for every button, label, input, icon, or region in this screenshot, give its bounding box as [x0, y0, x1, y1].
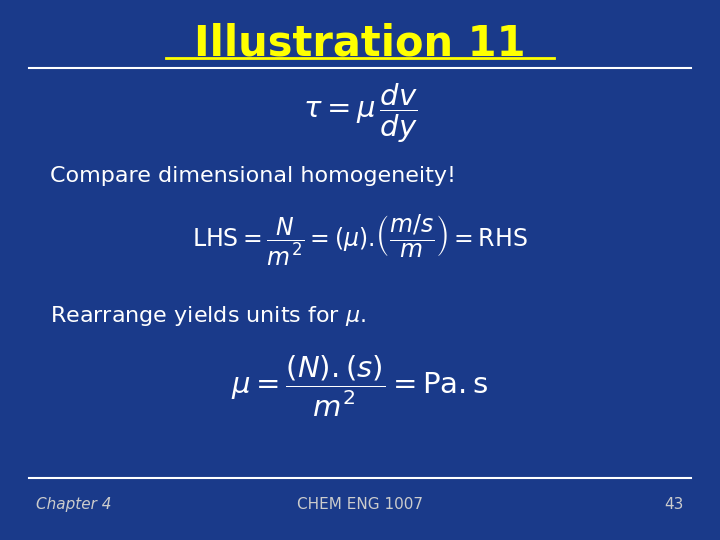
Text: CHEM ENG 1007: CHEM ENG 1007: [297, 497, 423, 512]
Text: Compare dimensional homogeneity!: Compare dimensional homogeneity!: [50, 165, 456, 186]
Text: Illustration 11: Illustration 11: [194, 22, 526, 64]
Text: Rearrange yields units for $\mu$.: Rearrange yields units for $\mu$.: [50, 304, 366, 328]
Text: $\mathrm{LHS} = \dfrac{N}{m^2} = (\mu).\!\left(\dfrac{m/s}{m}\right) = \mathrm{R: $\mathrm{LHS} = \dfrac{N}{m^2} = (\mu).\…: [192, 213, 528, 268]
Text: Chapter 4: Chapter 4: [36, 497, 112, 512]
Text: 43: 43: [665, 497, 684, 512]
Text: $\mu = \dfrac{(N).(s)}{m^2} = \mathrm{Pa.s}$: $\mu = \dfrac{(N).(s)}{m^2} = \mathrm{Pa…: [231, 354, 489, 418]
Text: $\tau = \mu\,\dfrac{dv}{dy}$: $\tau = \mu\,\dfrac{dv}{dy}$: [302, 82, 418, 145]
